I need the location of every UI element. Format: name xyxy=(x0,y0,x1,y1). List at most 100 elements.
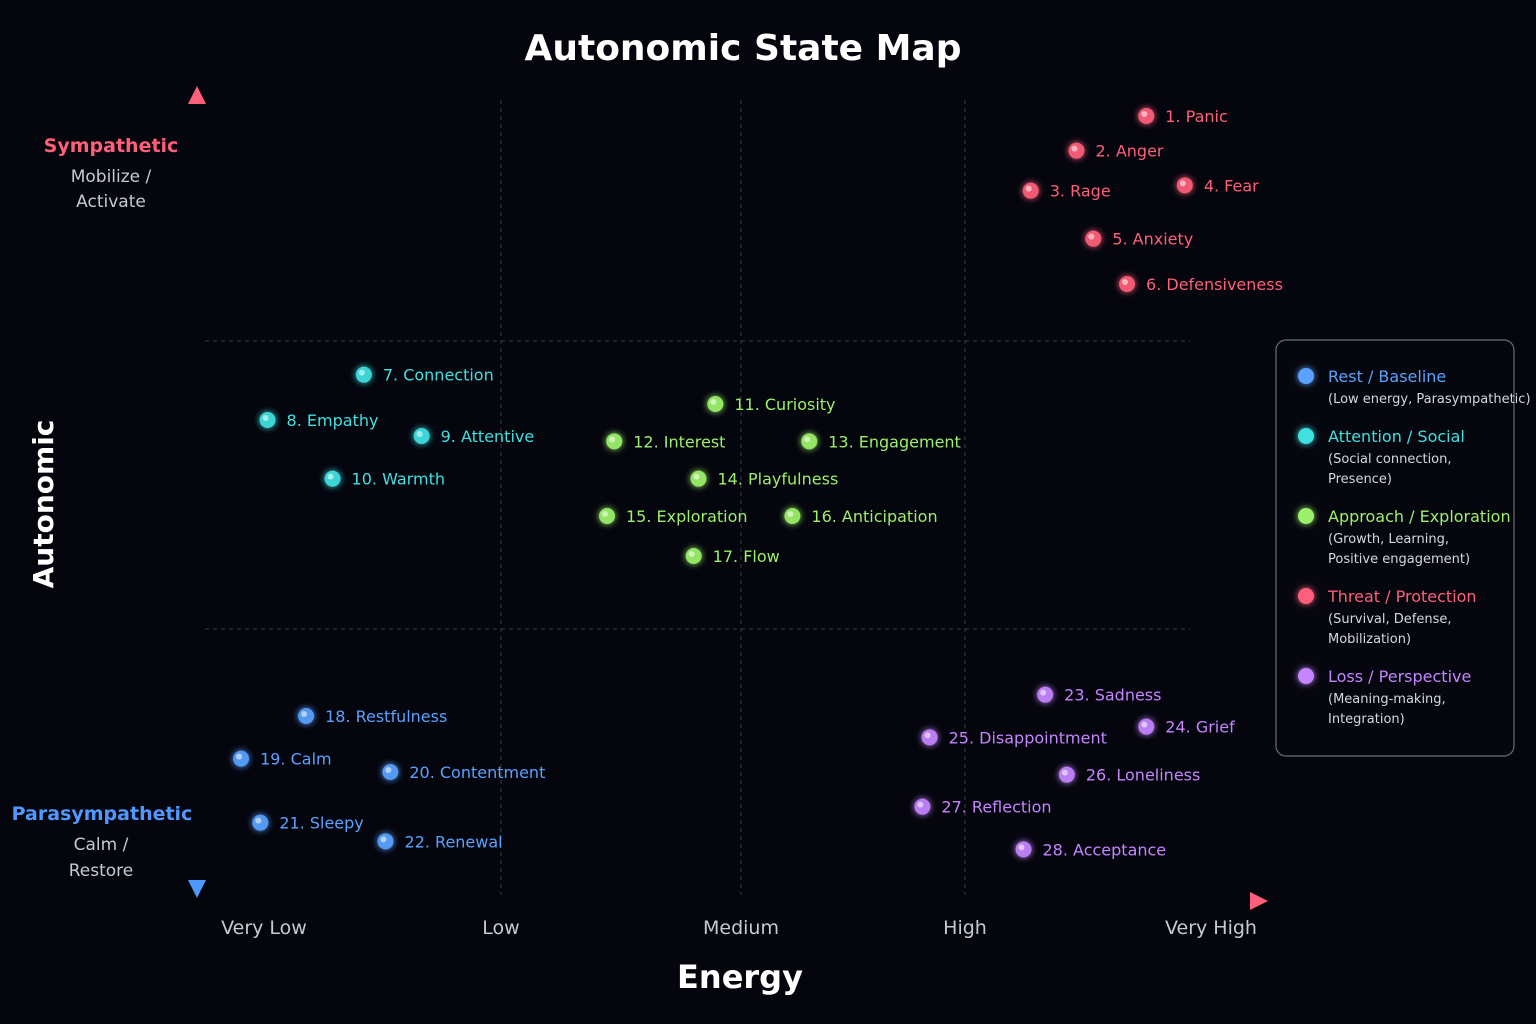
data-point-group: 10. Warmth xyxy=(324,470,445,489)
data-point-group: 2. Anger xyxy=(1068,142,1164,161)
data-point-highlight xyxy=(1141,721,1148,728)
data-point-highlight xyxy=(710,399,717,405)
data-point-label: 6. Defensiveness xyxy=(1146,275,1283,294)
data-point-label: 4. Fear xyxy=(1204,176,1259,195)
y-axis-label: Autonomic xyxy=(27,420,60,589)
data-point-group: 4. Fear xyxy=(1176,176,1259,195)
data-point-highlight xyxy=(787,511,794,517)
legend-description: (Survival, Defense, xyxy=(1328,612,1451,627)
data-point-label: 18. Restfulness xyxy=(325,707,447,726)
data-point-label: 12. Interest xyxy=(633,432,725,451)
y-pole-bottom: Parasympathetic Calm / Restore xyxy=(12,803,193,881)
data-point-label: 1. Panic xyxy=(1165,107,1227,126)
legend: Rest / Baseline (Low energy, Parasympathe… xyxy=(1275,339,1531,757)
data-point-highlight xyxy=(688,551,695,557)
data-point-label: 5. Anxiety xyxy=(1112,230,1193,249)
y-axis-arrow-down xyxy=(188,880,206,898)
legend-box xyxy=(1275,339,1515,757)
data-point-label: 21. Sleepy xyxy=(279,814,363,833)
data-point-highlight xyxy=(255,817,262,824)
legend-item: Threat / Protection (Survival, Defense, Mo… xyxy=(1298,587,1477,647)
data-point-highlight xyxy=(1122,279,1129,285)
legend-marker xyxy=(1298,588,1314,604)
data-point-group: 17. Flow xyxy=(685,547,780,566)
data-point-highlight xyxy=(1061,769,1068,776)
data-point-label: 7. Connection xyxy=(383,366,494,385)
data-point-group: 28. Acceptance xyxy=(1015,840,1167,859)
x-tick-labels: Very Low Low Medium High Very High xyxy=(221,917,1257,939)
legend-item: Attention / Social (Social connection, Pre… xyxy=(1298,427,1465,487)
data-point-highlight xyxy=(917,801,924,808)
legend-label: Rest / Baseline xyxy=(1328,367,1446,386)
data-point-group: 23. Sadness xyxy=(1037,686,1161,705)
data-point-group: 20. Contentment xyxy=(382,763,545,782)
data-point-group: 6. Defensiveness xyxy=(1119,275,1283,294)
data-point-highlight xyxy=(804,436,811,443)
data-point-group: 16. Anticipation xyxy=(784,507,938,526)
pole-sympathetic-title: Sympathetic xyxy=(44,135,179,157)
data-point-highlight xyxy=(1018,844,1025,851)
data-point-group: 26. Loneliness xyxy=(1058,766,1200,785)
x-tick-label: Medium xyxy=(703,917,779,939)
data-point-group: 22. Renewal xyxy=(377,832,503,851)
data-point-group: 5. Anxiety xyxy=(1085,230,1193,249)
legend-description: (Low energy, Parasympathetic) xyxy=(1328,392,1531,407)
data-point-highlight xyxy=(236,753,243,760)
legend-item: Approach / Exploration (Growth, Learning,… xyxy=(1298,507,1511,567)
data-point-label: 24. Grief xyxy=(1165,718,1235,737)
data-point-label: 15. Exploration xyxy=(626,507,748,526)
data-point-highlight xyxy=(693,473,700,480)
pole-parasympathetic-desc: Calm / xyxy=(74,835,129,855)
legend-label: Attention / Social xyxy=(1328,427,1465,446)
data-point-label: 23. Sadness xyxy=(1064,686,1161,705)
x-tick-label: High xyxy=(943,917,987,939)
grid-lines xyxy=(205,100,1190,895)
data-point-label: 11. Curiosity xyxy=(734,395,835,414)
data-point-label: 20. Contentment xyxy=(409,763,545,782)
data-point-label: 8. Empathy xyxy=(287,411,379,430)
data-point-highlight xyxy=(301,711,308,717)
data-point-highlight xyxy=(609,436,616,443)
data-point-highlight xyxy=(1179,180,1186,187)
legend-marker xyxy=(1298,508,1314,524)
data-point-label: 22. Renewal xyxy=(405,832,503,851)
data-point-highlight xyxy=(1141,111,1148,117)
data-point-group: 25. Disappointment xyxy=(921,728,1107,747)
data-point-label: 26. Loneliness xyxy=(1086,766,1200,785)
data-point-highlight xyxy=(924,732,931,739)
data-point-highlight xyxy=(358,369,365,376)
x-tick-label: Very Low xyxy=(221,917,307,939)
legend-description: Mobilization) xyxy=(1328,632,1411,647)
data-point-label: 16. Anticipation xyxy=(811,507,937,526)
data-point-label: 10. Warmth xyxy=(352,470,445,489)
data-point-group: 13. Engagement xyxy=(801,432,961,451)
data-point-label: 25. Disappointment xyxy=(949,728,1107,747)
data-point-group: 21. Sleepy xyxy=(252,814,364,833)
data-point-group: 18. Restfulness xyxy=(298,707,447,726)
y-axis xyxy=(188,86,206,898)
data-point-group: 1. Panic xyxy=(1138,107,1228,126)
legend-description: Presence) xyxy=(1328,472,1392,487)
data-point-group: 12. Interest xyxy=(606,432,725,451)
data-point-label: 3. Rage xyxy=(1050,182,1111,201)
data-point-label: 13. Engagement xyxy=(828,432,961,451)
data-point-group: 14. Playfulness xyxy=(690,470,838,489)
data-point-highlight xyxy=(385,767,392,773)
y-pole-top: Sympathetic Mobilize / Activate xyxy=(44,135,179,212)
data-point-highlight xyxy=(262,415,269,421)
pole-sympathetic-desc: Mobilize / xyxy=(71,167,152,187)
x-axis-arrow-right xyxy=(1250,892,1268,910)
data-point-label: 27. Reflection xyxy=(941,798,1051,817)
data-point-highlight xyxy=(1040,689,1047,696)
legend-marker xyxy=(1298,368,1314,384)
data-point-group: 15. Exploration xyxy=(599,507,748,526)
data-point-label: 28. Acceptance xyxy=(1043,840,1167,859)
legend-description: (Social connection, xyxy=(1328,452,1452,467)
legend-description: Positive engagement) xyxy=(1328,552,1470,567)
data-point-group: 11. Curiosity xyxy=(707,395,836,414)
data-point-label: 9. Attentive xyxy=(441,427,535,446)
data-point-highlight xyxy=(1025,185,1032,192)
legend-description: Integration) xyxy=(1328,712,1405,727)
